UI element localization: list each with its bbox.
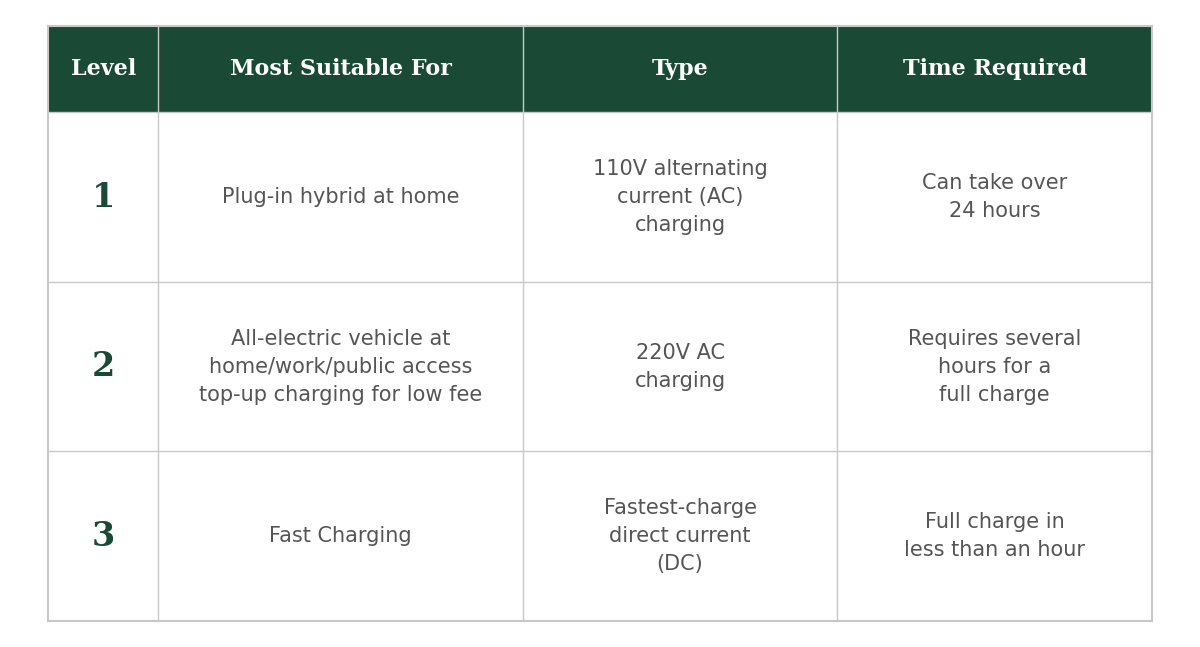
Text: Can take over
24 hours: Can take over 24 hours [922,173,1067,221]
Text: 220V AC
charging: 220V AC charging [635,343,726,391]
Text: Plug-in hybrid at home: Plug-in hybrid at home [222,187,460,207]
Text: Fastest-charge
direct current
(DC): Fastest-charge direct current (DC) [604,498,756,575]
Text: Requires several
hours for a
full charge: Requires several hours for a full charge [908,329,1081,404]
Bar [48,112,1152,621]
Text: 110V alternating
current (AC)
charging: 110V alternating current (AC) charging [593,159,768,235]
Text: Level: Level [71,58,136,80]
Text: 3: 3 [91,520,115,553]
Text: 1: 1 [91,181,115,214]
Text: Fast Charging: Fast Charging [269,526,412,546]
Text: 2: 2 [91,350,115,383]
Text: Most Suitable For: Most Suitable For [229,58,451,80]
Bar [48,26,1152,112]
Text: All-electric vehicle at
home/work/public access
top-up charging for low fee: All-electric vehicle at home/work/public… [199,329,482,404]
Text: Time Required: Time Required [902,58,1087,80]
Text: Full charge in
less than an hour: Full charge in less than an hour [904,512,1085,560]
Text: Type: Type [652,58,708,80]
